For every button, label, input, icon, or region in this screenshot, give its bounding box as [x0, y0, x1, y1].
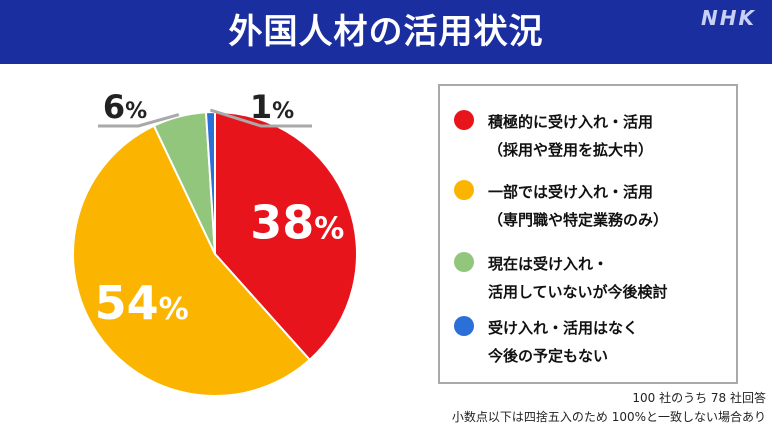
- legend-swatch-orange: [454, 180, 474, 200]
- leader-line-none: [209, 108, 312, 128]
- data-label-partial: 54%: [95, 276, 189, 330]
- leader-line-considering: [98, 113, 180, 128]
- nhk-logo: NHK: [701, 6, 756, 30]
- legend-label: 現在は受け入れ・ 活用していないが今後検討: [488, 255, 668, 301]
- data-label-none: 1%: [250, 88, 294, 126]
- pie-chart: 38% 54% 6% 1%: [72, 88, 358, 397]
- legend-label: 一部では受け入れ・活用 （専門職や特定業務のみ）: [488, 183, 669, 229]
- page-title: 外国人材の活用状況: [228, 12, 544, 52]
- legend-swatch-green: [454, 252, 474, 272]
- legend: 積極的に受け入れ・活用 （採用や登用を拡大中） 一部では受け入れ・活用 （専門職…: [438, 84, 738, 384]
- data-label-active: 38%: [250, 196, 344, 250]
- header-bar: [0, 0, 772, 64]
- data-label-considering: 6%: [103, 88, 147, 126]
- respondents-note: 100 社のうち 78 社回答: [632, 391, 766, 405]
- legend-label: 受け入れ・活用はなく 今後の予定もない: [488, 319, 639, 365]
- slice-partial: [72, 124, 312, 397]
- legend-swatch-red: [454, 110, 474, 130]
- legend-label: 積極的に受け入れ・活用 （採用や登用を拡大中）: [488, 113, 654, 159]
- legend-swatch-blue: [454, 316, 474, 336]
- rounding-note: 小数点以下は四捨五入のため 100%と一致しない場合あり: [451, 410, 766, 424]
- slice-active: [214, 110, 358, 362]
